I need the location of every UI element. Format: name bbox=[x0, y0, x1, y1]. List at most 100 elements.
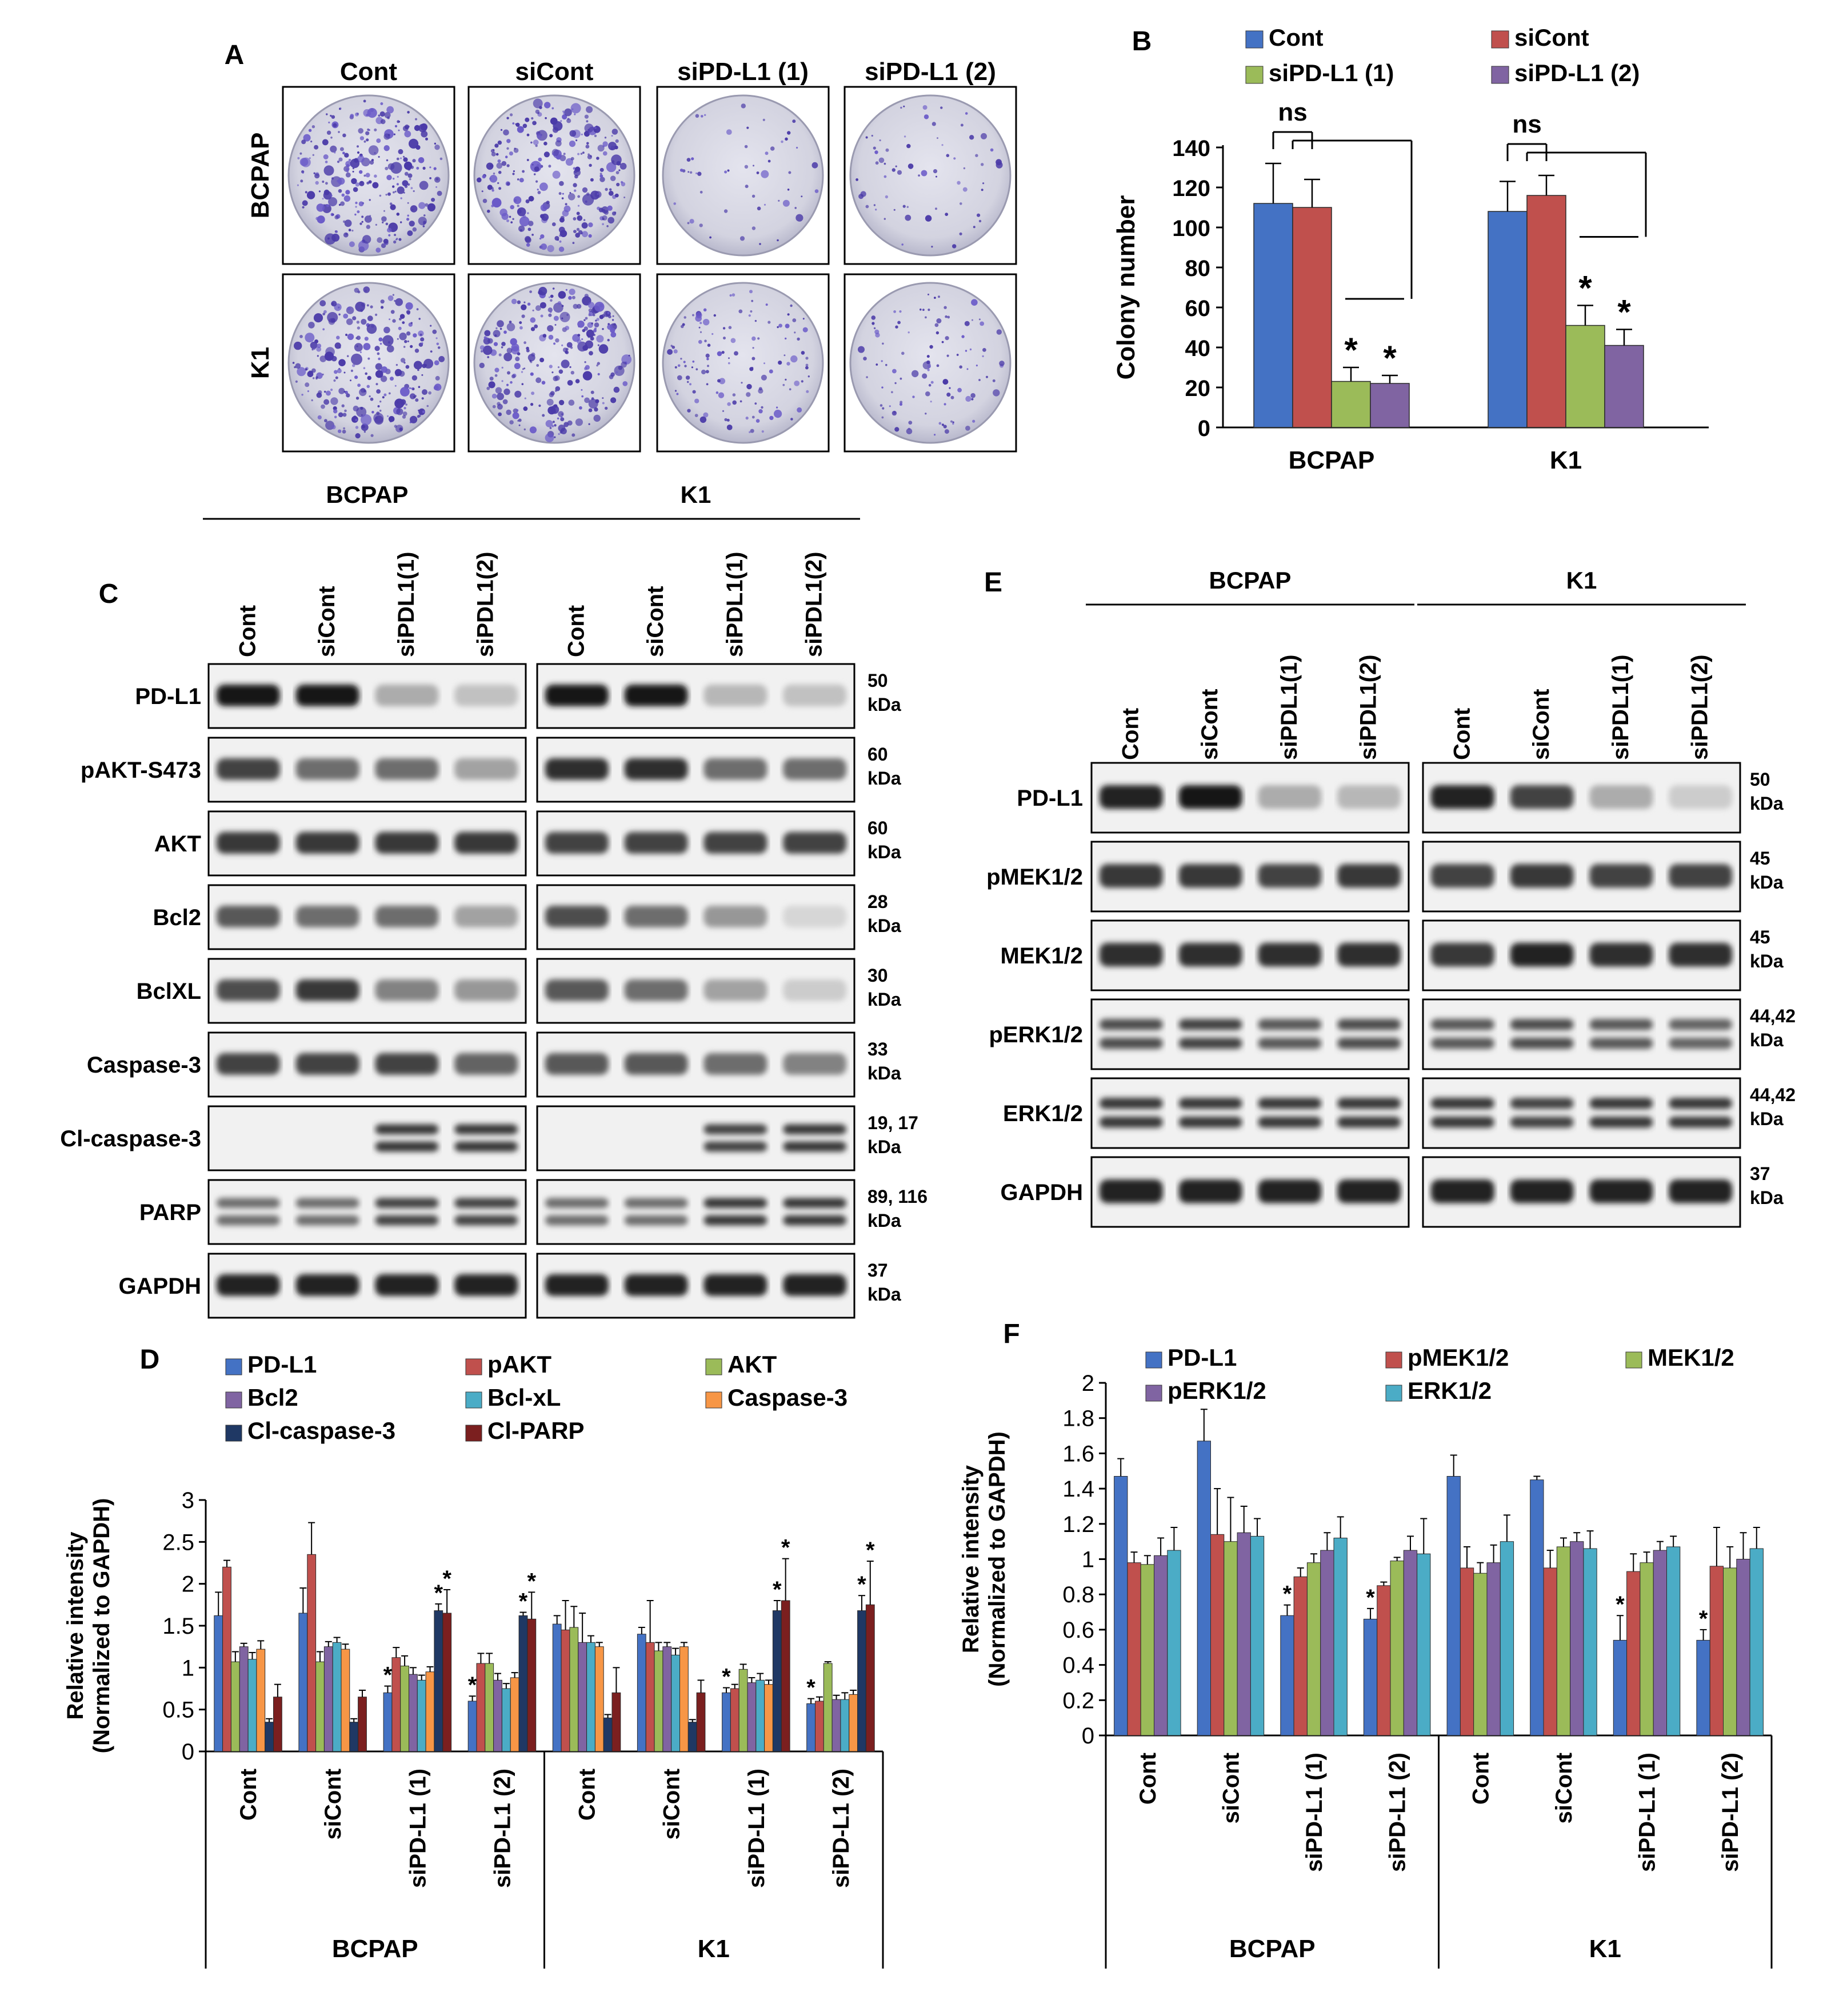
colony bbox=[345, 333, 348, 337]
group-label: BCPAP bbox=[1229, 1935, 1316, 1963]
bar bbox=[722, 1692, 731, 1752]
colony bbox=[414, 125, 421, 131]
colony bbox=[365, 131, 370, 135]
colony bbox=[314, 173, 320, 179]
marker-size: 50 bbox=[867, 670, 888, 691]
colony bbox=[423, 358, 434, 369]
lane-label: Cont bbox=[563, 605, 589, 657]
colony bbox=[316, 392, 322, 398]
colony bbox=[517, 352, 521, 355]
colony bbox=[589, 351, 593, 355]
colony bbox=[405, 302, 413, 310]
colony bbox=[526, 159, 529, 161]
colony bbox=[936, 318, 942, 323]
colony bbox=[393, 191, 395, 194]
colony bbox=[359, 136, 365, 141]
blot-strip bbox=[207, 884, 527, 950]
blot-strip bbox=[536, 810, 855, 877]
colony bbox=[390, 377, 394, 381]
band bbox=[783, 684, 847, 706]
colony bbox=[400, 157, 402, 159]
colony bbox=[426, 405, 429, 407]
x-category-label: siPD-L1 (1) bbox=[1635, 1753, 1660, 1872]
colony bbox=[970, 393, 976, 398]
colony bbox=[322, 139, 329, 146]
bar bbox=[552, 1623, 562, 1752]
colony bbox=[302, 171, 304, 174]
colony bbox=[858, 346, 865, 353]
colony bbox=[343, 390, 346, 393]
colony bbox=[567, 380, 573, 386]
band bbox=[216, 831, 280, 854]
colony bbox=[381, 216, 387, 222]
colony bbox=[330, 145, 337, 153]
colony bbox=[686, 381, 689, 383]
marker-unit: kDa bbox=[867, 1063, 901, 1083]
colony bbox=[328, 121, 330, 123]
colony bbox=[308, 322, 315, 329]
band bbox=[545, 1198, 609, 1209]
bar bbox=[1749, 1548, 1764, 1736]
colony bbox=[787, 313, 790, 316]
colony bbox=[938, 422, 942, 425]
colony bbox=[950, 395, 954, 399]
bar bbox=[1486, 1562, 1501, 1736]
colony bbox=[615, 139, 619, 143]
significance-star: * bbox=[527, 1569, 536, 1594]
colony bbox=[367, 315, 373, 322]
colony bbox=[399, 427, 403, 431]
colony-plate bbox=[656, 86, 830, 265]
colony bbox=[805, 357, 809, 360]
bar bbox=[518, 1615, 528, 1752]
bar bbox=[349, 1722, 359, 1752]
colony bbox=[795, 214, 803, 222]
colony bbox=[512, 173, 515, 175]
band bbox=[1099, 1019, 1163, 1030]
bar bbox=[1604, 345, 1644, 428]
colony bbox=[605, 406, 608, 410]
band bbox=[1099, 943, 1163, 967]
colony bbox=[404, 340, 407, 343]
colony bbox=[415, 398, 419, 402]
colony bbox=[393, 133, 396, 135]
colony bbox=[307, 371, 314, 377]
band bbox=[1430, 1117, 1494, 1128]
x-category-label: K1 bbox=[1550, 446, 1582, 474]
colony bbox=[986, 375, 988, 378]
plate-row-label: K1 bbox=[246, 347, 274, 379]
colony bbox=[305, 191, 307, 194]
colony bbox=[419, 333, 422, 336]
colony bbox=[866, 376, 868, 378]
colony bbox=[677, 375, 682, 381]
bar bbox=[214, 1615, 223, 1752]
lane-label: siCont bbox=[1197, 689, 1222, 760]
colony bbox=[588, 222, 593, 227]
colony bbox=[569, 141, 576, 147]
colony bbox=[759, 243, 761, 245]
colony bbox=[422, 389, 427, 395]
colony bbox=[575, 166, 581, 172]
colony bbox=[294, 341, 302, 350]
colony bbox=[750, 310, 753, 313]
band bbox=[1337, 864, 1401, 888]
colony bbox=[483, 336, 487, 339]
colony bbox=[313, 348, 315, 350]
colony bbox=[679, 169, 683, 172]
colony bbox=[785, 323, 790, 329]
colony bbox=[926, 355, 930, 358]
blot-group-label: K1 bbox=[1566, 567, 1597, 594]
band bbox=[545, 1053, 609, 1075]
colony bbox=[323, 310, 327, 314]
colony bbox=[292, 362, 295, 364]
bar bbox=[341, 1649, 350, 1752]
colony bbox=[555, 338, 559, 343]
colony bbox=[906, 428, 913, 434]
panel-letter-b: B bbox=[1132, 26, 1152, 57]
colony bbox=[563, 112, 565, 114]
colony bbox=[375, 247, 381, 253]
band bbox=[783, 979, 847, 1001]
y-axis-title: Colony number bbox=[1112, 195, 1140, 380]
colony bbox=[425, 364, 427, 366]
